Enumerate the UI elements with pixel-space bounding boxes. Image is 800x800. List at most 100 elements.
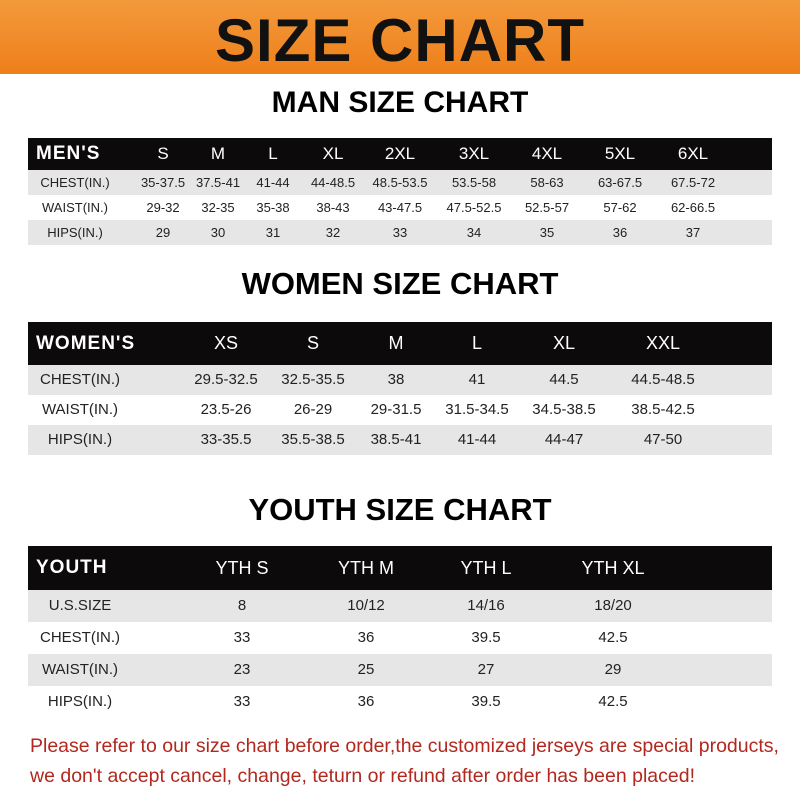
size-header: S: [306, 333, 320, 353]
table-cell: 25: [357, 661, 375, 678]
table-cell: 35.5-38.5: [281, 431, 345, 448]
size-header: XL: [552, 333, 576, 353]
banner-title: SIZE CHART: [215, 7, 585, 74]
table-cell: 43-47.5: [377, 200, 423, 215]
table-cell: 32.5-35.5: [281, 371, 345, 388]
table-cell: 30: [210, 225, 226, 240]
size-header: M: [210, 144, 226, 163]
youth-section-title: YOUTH SIZE CHART: [248, 492, 552, 527]
size-header: 6XL: [677, 144, 709, 163]
size-header: M: [388, 333, 404, 353]
row-label: CHEST(IN.): [40, 175, 110, 190]
table-cell: 38-43: [316, 200, 350, 215]
men-size-table: MEN'S S M L XL 2XL 3XL 4XL 5XL 6XL CHEST(IN.) 35-37…: [28, 138, 772, 245]
table-title: MEN'S: [36, 143, 101, 164]
size-header: YTH M: [338, 558, 394, 578]
size-header: XXL: [645, 333, 681, 353]
table-cell: 39.5: [471, 629, 501, 646]
table-cell: 29-31.5: [370, 401, 422, 418]
table-cell: 35-38: [256, 200, 290, 215]
row-label: WAIST(IN.): [42, 200, 108, 215]
size-header: L: [471, 333, 483, 353]
note-line-1: Please refer to our size chart before or…: [30, 735, 779, 757]
table-cell: 27: [477, 661, 495, 678]
table-cell: 57-62: [603, 200, 637, 215]
row-label: WAIST(IN.): [41, 661, 119, 678]
table-cell: 29: [604, 661, 622, 678]
row-label: WAIST(IN.): [41, 401, 119, 418]
size-header: 5XL: [604, 144, 636, 163]
table-cell: 36: [357, 629, 375, 646]
table-cell: 32-35: [201, 200, 235, 215]
table-cell: 26-29: [293, 401, 333, 418]
table-title: YOUTH: [36, 557, 108, 578]
table-cell: 34.5-38.5: [532, 401, 596, 418]
youth-header-row: YOUTH YTH S YTH M YTH L YTH XL: [28, 546, 772, 590]
table-cell: 34: [466, 225, 482, 240]
table-cell: 23.5-26: [200, 401, 252, 418]
table-cell: 38.5-42.5: [631, 401, 695, 418]
table-cell: 23: [233, 661, 251, 678]
table-cell: 38.5-41: [370, 431, 422, 448]
table-row: CHEST(IN.) 33 36 39.5 42.5: [28, 622, 772, 654]
table-cell: 39.5: [471, 693, 501, 710]
table-cell: 33: [233, 629, 251, 646]
table-cell: 42.5: [598, 693, 628, 710]
size-header: YTH XL: [581, 558, 645, 578]
size-header: 3XL: [458, 144, 490, 163]
table-cell: 42.5: [598, 629, 628, 646]
banner: SIZE CHART: [0, 0, 800, 74]
table-cell: 67.5-72: [670, 175, 716, 190]
table-cell: 36: [357, 693, 375, 710]
table-row: WAIST(IN.) 23.5-26 26-29 29-31.5 31.5-34.5 34…: [28, 395, 772, 425]
table-cell: 41-44: [256, 175, 290, 190]
table-cell: 14/16: [467, 597, 505, 614]
women-size-table: WOMEN'S XS S M L XL XXL CHEST(IN.) 29.5-32.5 32.5…: [28, 322, 772, 455]
table-cell: 52.5-57: [524, 200, 570, 215]
table-cell: 8: [237, 597, 247, 614]
row-label: CHEST(IN.): [40, 629, 120, 646]
table-cell: 41: [468, 371, 486, 388]
table-row: CHEST(IN.) 35-37.5 37.5-41 41-44 44-48.5 48.5…: [28, 170, 772, 195]
table-cell: 44-47: [544, 431, 584, 448]
table-row: WAIST(IN.) 29-32 32-35 35-38 38-43 43-47.5 47.…: [28, 195, 772, 220]
table-cell: 33-35.5: [200, 431, 252, 448]
table-cell: 10/12: [347, 597, 385, 614]
row-label: HIPS(IN.): [47, 431, 113, 448]
size-header: XL: [322, 144, 344, 163]
women-section-title: WOMEN SIZE CHART: [241, 266, 559, 301]
table-row: HIPS(IN.) 29 30 31 32 33 34 35 36 37: [28, 220, 772, 245]
youth-size-table: YOUTH YTH S YTH M YTH L YTH XL U.S.SIZE 8 10/12…: [28, 546, 772, 718]
table-row: WAIST(IN.) 23 25 27 29: [28, 654, 772, 686]
size-header: L: [268, 144, 278, 163]
table-cell: 44.5-48.5: [631, 371, 695, 388]
table-cell: 36: [612, 225, 628, 240]
row-label: CHEST(IN.): [40, 371, 120, 388]
table-cell: 33: [392, 225, 408, 240]
table-cell: 48.5-53.5: [372, 175, 428, 190]
row-label: HIPS(IN.): [47, 225, 103, 240]
table-cell: 53.5-58: [451, 175, 497, 190]
table-cell: 35: [539, 225, 555, 240]
table-cell: 62-66.5: [670, 200, 716, 215]
table-row: HIPS(IN.) 33 36 39.5 42.5: [28, 686, 772, 718]
table-row: CHEST(IN.) 29.5-32.5 32.5-35.5 38 41 44.5 44.5…: [28, 365, 772, 395]
men-section-title: MAN SIZE CHART: [271, 86, 529, 119]
table-cell: 18/20: [594, 597, 632, 614]
size-header: S: [157, 144, 169, 163]
table-cell: 35-37.5: [140, 175, 186, 190]
table-cell: 58-63: [530, 175, 564, 190]
size-header: 2XL: [384, 144, 416, 163]
row-label: HIPS(IN.): [47, 693, 113, 710]
size-header: YTH L: [460, 558, 512, 578]
size-header: XS: [213, 333, 239, 353]
size-header: 4XL: [531, 144, 563, 163]
row-label: U.S.SIZE: [48, 597, 112, 614]
table-row: U.S.SIZE 8 10/12 14/16 18/20: [28, 590, 772, 622]
table-cell: 32: [325, 225, 341, 240]
table-cell: 44-48.5: [310, 175, 356, 190]
men-header-row: MEN'S S M L XL 2XL 3XL 4XL 5XL 6XL: [28, 138, 772, 170]
women-header-row: WOMEN'S XS S M L XL XXL: [28, 322, 772, 365]
table-title: WOMEN'S: [36, 333, 136, 354]
table-cell: 37.5-41: [195, 175, 241, 190]
